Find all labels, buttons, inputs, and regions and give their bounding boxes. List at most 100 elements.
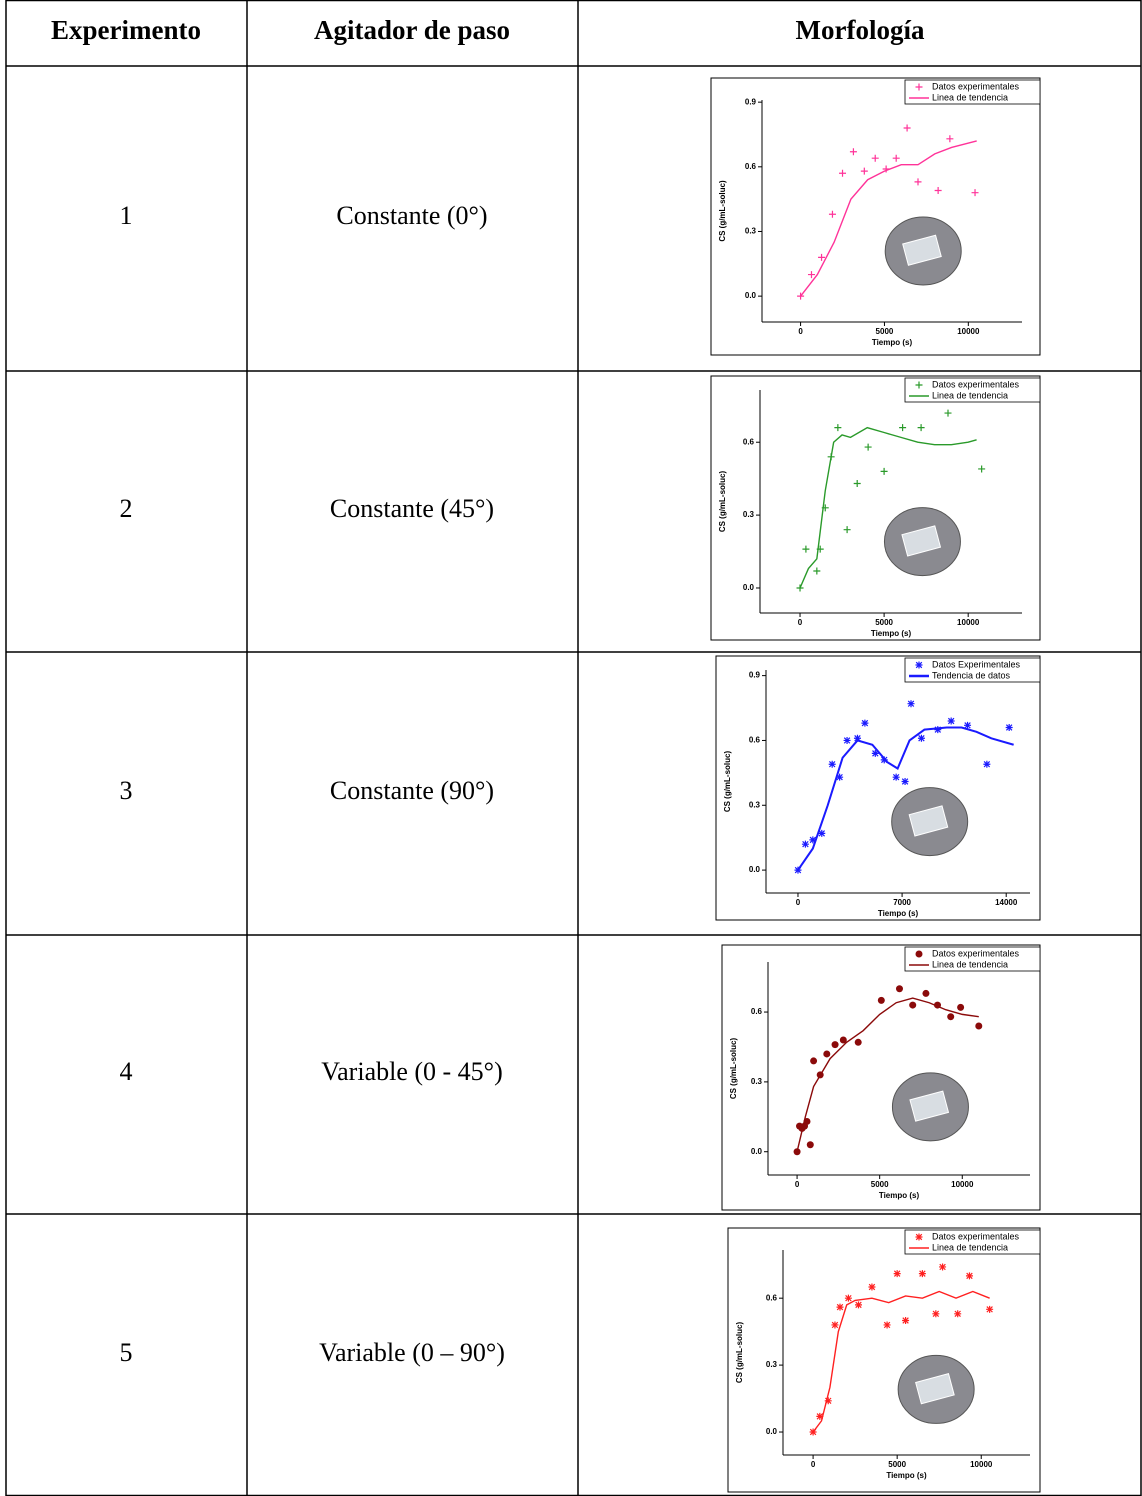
data-point: [845, 1295, 852, 1302]
data-point: [975, 1023, 982, 1030]
data-point: [896, 985, 903, 992]
legend-label: Linea de tendencia: [932, 1242, 1008, 1252]
legend-label: Datos Experimentales: [932, 659, 1021, 669]
table-cell: 2: [120, 494, 133, 523]
data-point: [902, 778, 909, 785]
y-axis-label: CS (g/mL-soluc): [723, 751, 732, 813]
legend-label: Linea de tendencia: [932, 959, 1008, 969]
x-axis-label: Tiempo (s): [879, 1191, 920, 1200]
data-point: [954, 1310, 961, 1317]
page: Experimento Agitador de paso Morfología 1 Co…: [0, 0, 1142, 1496]
legend-label: Datos experimentales: [932, 379, 1020, 389]
legend-label: Linea de tendencia: [932, 92, 1008, 102]
legend-swatch: [916, 662, 923, 669]
table-cell: Constante (90°): [330, 776, 494, 805]
y-tick-label: 0.6: [745, 162, 757, 171]
y-tick-label: 0.3: [751, 1077, 763, 1086]
y-tick-label: 0.0: [743, 583, 755, 592]
chart-frame: [722, 945, 1040, 1210]
legend-swatch: [916, 951, 923, 958]
data-point: [947, 1013, 954, 1020]
table-cell: Constante (45°): [330, 494, 494, 523]
data-point: [807, 1141, 814, 1148]
table-cell: 3: [120, 776, 133, 805]
data-point: [878, 997, 885, 1004]
y-axis-label: CS (g/mL-soluc): [735, 1322, 744, 1384]
x-tick-label: 10000: [951, 1180, 974, 1189]
x-tick-label: 10000: [957, 618, 980, 627]
data-point: [844, 737, 851, 744]
x-axis-label: Tiempo (s): [872, 338, 913, 347]
data-point: [909, 1002, 916, 1009]
data-point: [983, 761, 990, 768]
data-point: [957, 1004, 964, 1011]
data-point: [922, 990, 929, 997]
data-point: [868, 1284, 875, 1291]
data-point: [810, 1057, 817, 1064]
y-tick-label: 0.3: [745, 227, 757, 236]
y-tick-label: 0.0: [766, 1427, 778, 1436]
data-point: [939, 1263, 946, 1270]
data-point: [861, 720, 868, 727]
x-tick-label: 5000: [876, 327, 894, 336]
x-tick-label: 0: [798, 618, 803, 627]
x-tick-label: 0: [796, 898, 801, 907]
x-tick-label: 7000: [893, 898, 911, 907]
data-point: [919, 1270, 926, 1277]
chart: 05000100000.00.30.6Tiempo (s)CS (g/mL-so…: [728, 1228, 1040, 1492]
legend-label: Linea de tendencia: [932, 390, 1008, 400]
x-tick-label: 10000: [970, 1460, 993, 1469]
table-cell: Variable (0 – 90°): [319, 1338, 505, 1367]
data-point: [932, 1310, 939, 1317]
x-tick-label: 5000: [888, 1460, 906, 1469]
data-point: [986, 1306, 993, 1313]
x-tick-label: 0: [798, 327, 803, 336]
y-tick-label: 0.9: [749, 671, 761, 680]
data-point: [918, 735, 925, 742]
header-cell: Morfología: [796, 15, 925, 45]
data-point: [832, 1041, 839, 1048]
x-axis-label: Tiempo (s): [871, 629, 912, 638]
data-point: [837, 1304, 844, 1311]
x-tick-label: 14000: [995, 898, 1018, 907]
y-axis-label: CS (g/mL-soluc): [729, 1038, 738, 1100]
y-tick-label: 0.0: [749, 865, 761, 874]
table-cell: Constante (0°): [336, 201, 487, 230]
x-axis-label: Tiempo (s): [878, 909, 919, 918]
data-point: [966, 1272, 973, 1279]
data-point: [908, 700, 915, 707]
data-point: [802, 841, 809, 848]
table-cell: 4: [120, 1057, 133, 1086]
y-tick-label: 0.3: [766, 1360, 778, 1369]
header-cell: Experimento: [51, 15, 201, 45]
y-axis-label: CS (g/mL-soluc): [718, 471, 727, 533]
x-axis-label: Tiempo (s): [886, 1471, 927, 1480]
data-point: [855, 1039, 862, 1046]
data-point: [1006, 724, 1013, 731]
y-tick-label: 0.6: [743, 437, 755, 446]
legend-label: Datos experimentales: [932, 948, 1020, 958]
y-axis-label: CS (g/mL-soluc): [718, 180, 727, 242]
data-point: [884, 1321, 891, 1328]
y-tick-label: 0.3: [749, 800, 761, 809]
x-tick-label: 0: [795, 1180, 800, 1189]
legend-label: Datos experimentales: [932, 81, 1020, 91]
data-point: [948, 717, 955, 724]
x-tick-label: 10000: [957, 327, 980, 336]
chart-frame: [716, 656, 1040, 920]
legend-swatch: [916, 1234, 923, 1241]
legend-label: Tendencia de datos: [932, 670, 1011, 680]
y-tick-label: 0.0: [745, 291, 757, 300]
data-point: [829, 761, 836, 768]
chart-frame: [711, 78, 1040, 355]
header-cell: Agitador de paso: [314, 15, 510, 45]
x-tick-label: 5000: [871, 1180, 889, 1189]
y-tick-label: 0.6: [766, 1293, 778, 1302]
table-cell: 1: [120, 201, 133, 230]
y-tick-label: 0.9: [745, 97, 757, 106]
y-tick-label: 0.6: [751, 1007, 763, 1016]
y-tick-label: 0.3: [743, 510, 755, 519]
